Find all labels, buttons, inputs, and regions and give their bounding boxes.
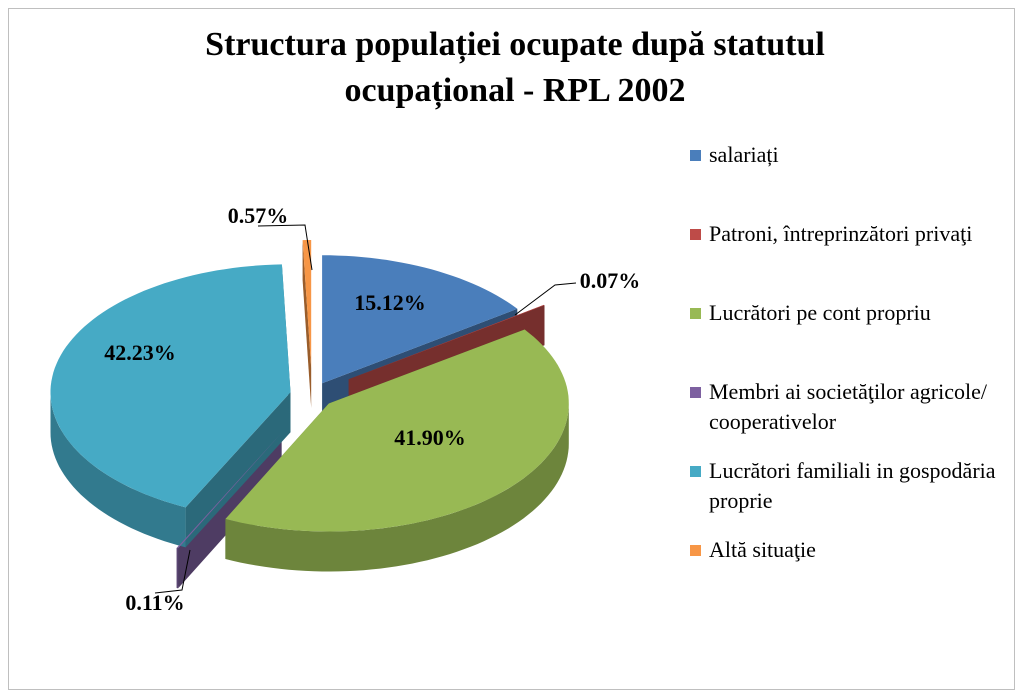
leader-line bbox=[154, 549, 191, 594]
legend-swatch bbox=[690, 545, 701, 556]
legend-label: Altă situaţie bbox=[709, 537, 816, 562]
legend-item: Membri ai societăţilor agricole/ coopera… bbox=[690, 377, 1010, 456]
slice bbox=[322, 255, 518, 384]
slice bbox=[176, 432, 282, 549]
slice-side bbox=[302, 240, 312, 408]
chart-border bbox=[8, 8, 1015, 690]
slice-wall bbox=[50, 392, 186, 548]
slice bbox=[302, 240, 312, 368]
data-label: 0.11% bbox=[125, 590, 184, 615]
data-label: 42.23% bbox=[104, 340, 176, 365]
legend-swatch bbox=[690, 466, 701, 477]
slice-wall bbox=[225, 403, 569, 572]
data-label: 0.57% bbox=[228, 203, 289, 228]
slice-side bbox=[185, 392, 291, 548]
data-label: 15.12% bbox=[354, 290, 426, 315]
legend-item: salariați bbox=[690, 140, 1010, 219]
slice bbox=[50, 264, 291, 508]
legend-label: Lucrători pe cont propriu bbox=[709, 300, 931, 325]
slice-wall bbox=[176, 548, 179, 589]
data-label: 41.90% bbox=[394, 425, 466, 450]
slice-side bbox=[176, 432, 282, 588]
leader-line bbox=[257, 224, 313, 271]
legend-label: salariați bbox=[709, 142, 779, 167]
data-label: 0.07% bbox=[580, 268, 641, 293]
legend: salariați Patroni, întreprinzători privaţ… bbox=[690, 140, 1010, 614]
legend-label: Patroni, întreprinzători privaţi bbox=[709, 221, 973, 246]
legend-swatch bbox=[690, 308, 701, 319]
chart-title: Structura populației ocupate după statut… bbox=[205, 26, 825, 109]
legend-item: Altă situaţie bbox=[690, 535, 1010, 614]
legend-item: Lucrători familiali in gospodăria propri… bbox=[690, 456, 1010, 535]
leader-line bbox=[514, 282, 577, 316]
legend-item: Lucrători pe cont propriu bbox=[690, 298, 1010, 377]
slice bbox=[225, 329, 569, 532]
slice bbox=[348, 304, 545, 380]
legend-swatch bbox=[690, 387, 701, 398]
legend-label: Lucrători familiali in gospodăria propri… bbox=[709, 458, 996, 513]
legend-swatch bbox=[690, 229, 701, 240]
legend-label: Membri ai societăţilor agricole/ coopera… bbox=[709, 379, 987, 434]
legend-swatch bbox=[690, 150, 701, 161]
legend-item: Patroni, întreprinzători privaţi bbox=[690, 219, 1010, 298]
